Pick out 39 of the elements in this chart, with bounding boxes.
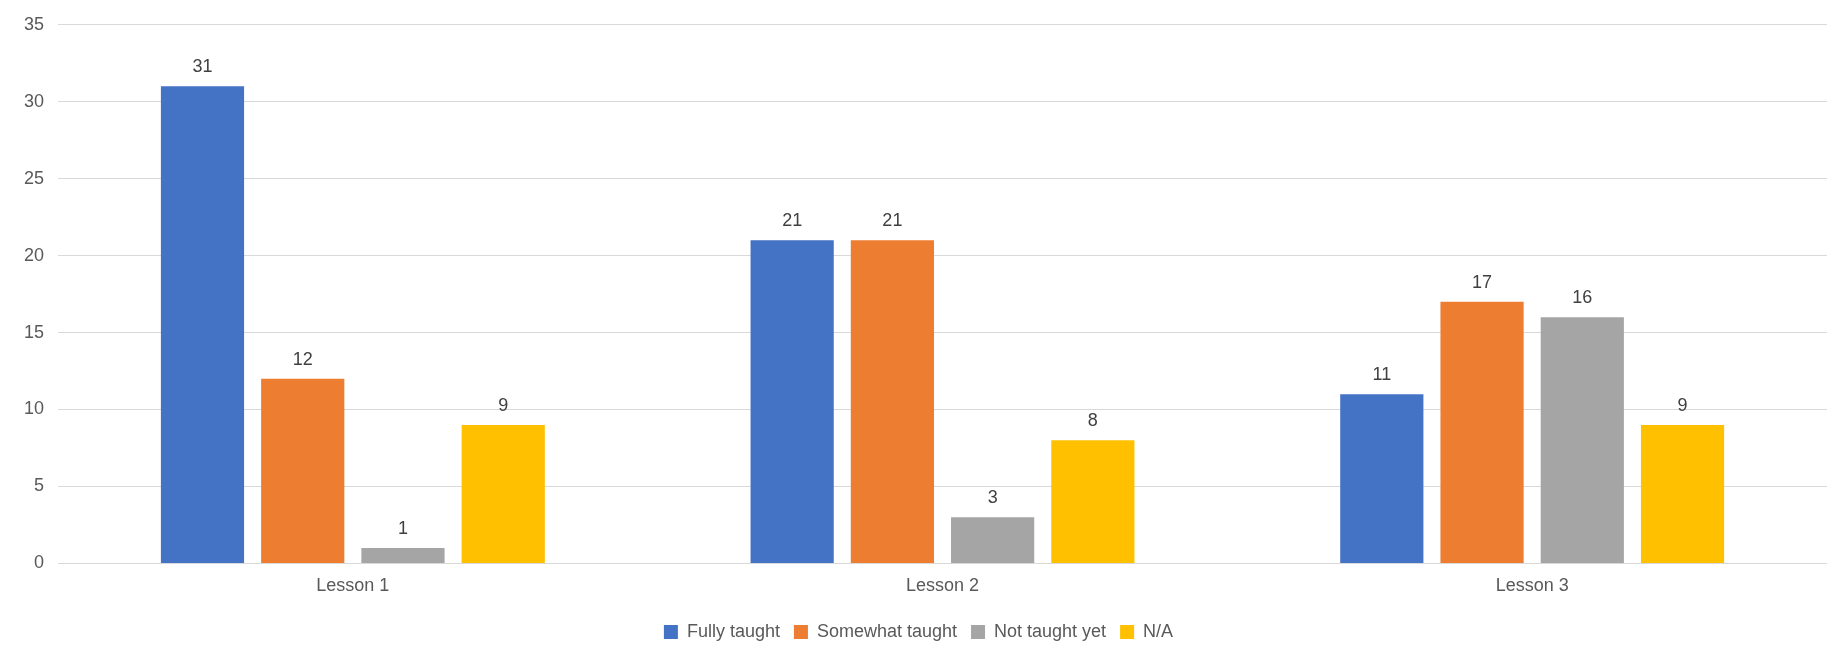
data-label: 21 — [882, 210, 903, 231]
bar — [951, 517, 1035, 563]
y-tick-label: 10 — [23, 398, 45, 419]
bar — [1051, 440, 1135, 563]
legend-label: Somewhat taught — [816, 620, 958, 641]
bar — [361, 548, 445, 563]
data-label: 12 — [292, 348, 313, 369]
data-label: 9 — [498, 394, 509, 415]
x-tick-label: Lesson 1 — [316, 575, 390, 596]
legend-label: Not taught yet — [994, 620, 1107, 641]
legend-label: Fully taught — [686, 620, 780, 641]
data-label: 16 — [1572, 287, 1593, 308]
data-label: 9 — [1677, 394, 1688, 415]
y-tick-label: 25 — [23, 167, 45, 188]
bar — [461, 424, 545, 563]
data-label: 1 — [397, 517, 408, 538]
data-label: 8 — [1087, 410, 1098, 431]
data-label: 31 — [192, 56, 213, 77]
bar — [261, 378, 345, 563]
bar — [1540, 317, 1624, 563]
bar — [1340, 394, 1424, 563]
y-tick-label: 30 — [23, 90, 45, 111]
x-tick-label: Lesson 2 — [905, 575, 980, 596]
y-tick-label: 20 — [23, 244, 45, 265]
y-tick-label: 5 — [34, 475, 45, 496]
data-label: 17 — [1472, 271, 1493, 292]
bar — [850, 240, 934, 563]
data-label: 3 — [987, 487, 998, 508]
y-tick-label: 35 — [23, 13, 45, 34]
bar — [1640, 424, 1725, 563]
bar — [1440, 301, 1524, 563]
bar — [160, 86, 245, 563]
y-tick-label: 15 — [23, 321, 45, 342]
data-label: 21 — [782, 210, 803, 231]
bar — [750, 240, 834, 563]
data-label: 11 — [1372, 364, 1392, 385]
legend-label: N/A — [1143, 620, 1174, 641]
y-tick-label: 0 — [34, 552, 45, 573]
x-tick-label: Lesson 3 — [1495, 575, 1569, 596]
